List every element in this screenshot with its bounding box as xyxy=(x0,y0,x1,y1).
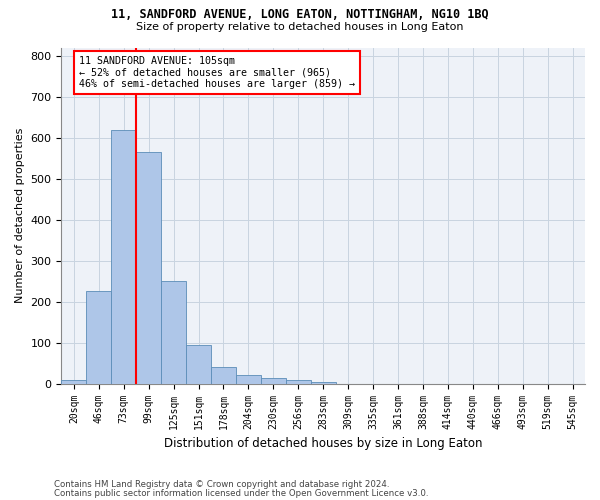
Bar xyxy=(136,152,161,384)
Bar xyxy=(311,382,335,384)
Bar xyxy=(61,380,86,384)
Bar xyxy=(261,378,286,384)
Bar xyxy=(111,130,136,384)
Text: 11 SANDFORD AVENUE: 105sqm
← 52% of detached houses are smaller (965)
46% of sem: 11 SANDFORD AVENUE: 105sqm ← 52% of deta… xyxy=(79,56,355,89)
X-axis label: Distribution of detached houses by size in Long Eaton: Distribution of detached houses by size … xyxy=(164,437,482,450)
Bar xyxy=(236,376,261,384)
Text: Contains public sector information licensed under the Open Government Licence v3: Contains public sector information licen… xyxy=(54,489,428,498)
Bar xyxy=(161,281,186,384)
Bar xyxy=(186,344,211,384)
Y-axis label: Number of detached properties: Number of detached properties xyxy=(15,128,25,304)
Text: Size of property relative to detached houses in Long Eaton: Size of property relative to detached ho… xyxy=(136,22,464,32)
Text: 11, SANDFORD AVENUE, LONG EATON, NOTTINGHAM, NG10 1BQ: 11, SANDFORD AVENUE, LONG EATON, NOTTING… xyxy=(111,8,489,20)
Text: Contains HM Land Registry data © Crown copyright and database right 2024.: Contains HM Land Registry data © Crown c… xyxy=(54,480,389,489)
Bar xyxy=(86,292,111,384)
Bar xyxy=(211,368,236,384)
Bar xyxy=(286,380,311,384)
